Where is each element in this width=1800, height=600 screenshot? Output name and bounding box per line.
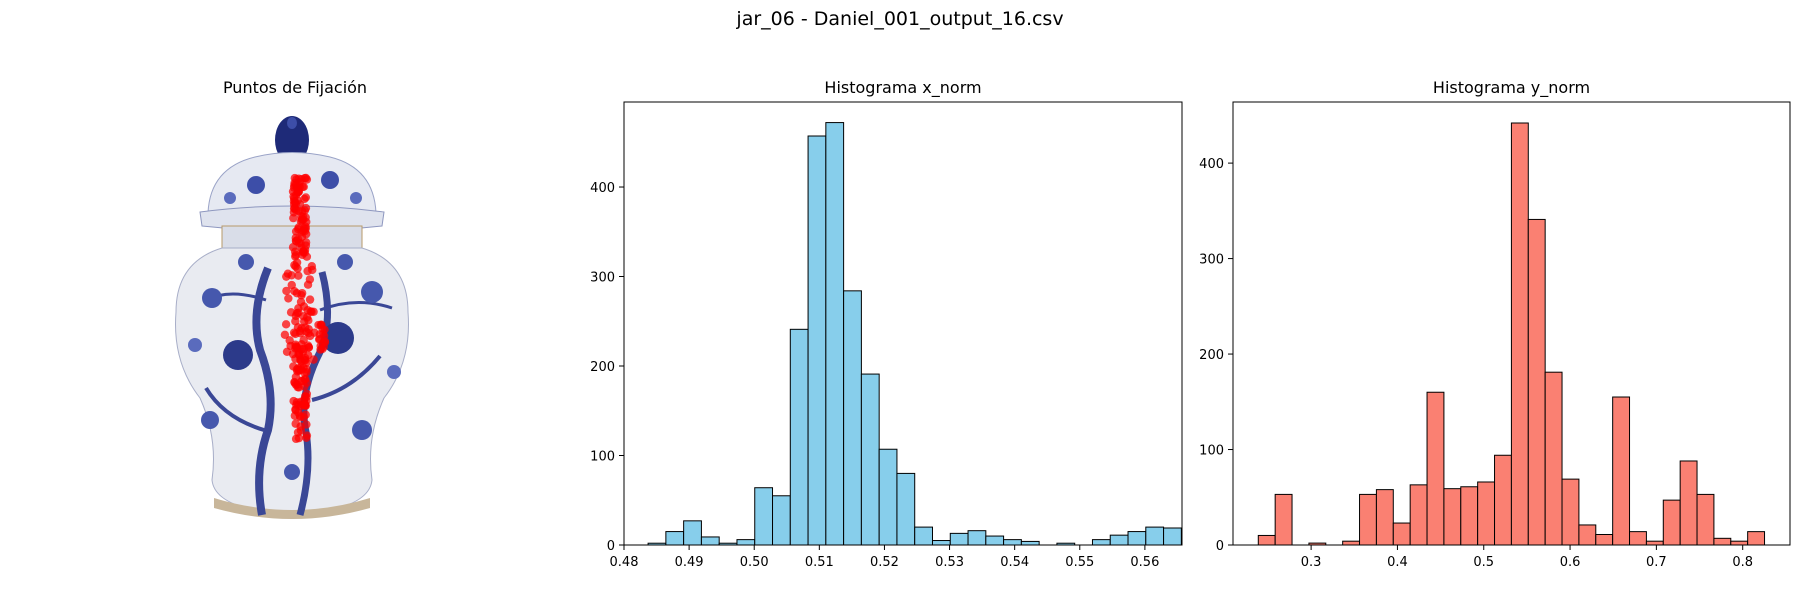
histogram-y-bar (1662, 499, 1681, 546)
histogram-y-bar (1477, 481, 1496, 546)
histogram-x-bars (647, 122, 1182, 546)
histogram-y-ytick-label: 100 (1199, 444, 1224, 459)
histogram-y-bar (1713, 537, 1732, 546)
histogram-y-bar (1679, 460, 1698, 546)
histogram-y-bar (1510, 122, 1529, 546)
histogram-y-bar (1527, 218, 1546, 546)
histogram-x-ytick-label: 100 (590, 450, 615, 465)
histogram-y-bar (1494, 454, 1512, 546)
histogram-y-xaxis: 0.3 0.4 0.5 0.6 0.7 0.8 (1301, 545, 1753, 570)
histogram-y-bar (1443, 488, 1462, 546)
histogram-y-ytick-label: 200 (1199, 348, 1224, 363)
histogram-y-xtick-label: 0.8 (1732, 555, 1753, 570)
histogram-y-xtick-label: 0.4 (1387, 555, 1408, 570)
histogram-x-xtick-label: 0.51 (805, 555, 834, 570)
histogram-y-frame (1232, 101, 1791, 546)
histogram-y-bar (1257, 534, 1276, 546)
histogram-y-bar (1730, 540, 1749, 546)
histogram-y-bar (1578, 524, 1597, 546)
histogram-y-bars (1257, 122, 1766, 546)
histogram-x-ytick-label: 300 (590, 271, 615, 286)
histogram-x-xtick-label: 0.52 (870, 555, 899, 570)
histogram-y-bar (1629, 531, 1647, 546)
histogram-y-xtick-label: 0.5 (1473, 555, 1494, 570)
image-panel-title: Puntos de Fijación (222, 78, 368, 97)
histogram-y-bar (1544, 371, 1563, 546)
histogram-x-xaxis: 0.48 0.49 0.50 0.51 0.52 0.53 0.54 0.55 0.56 (610, 545, 1159, 570)
histogram-y-bar (1359, 493, 1377, 546)
histogram-x-xtick-label: 0.56 (1130, 555, 1159, 570)
histogram-y-title: Histograma y_norm (1432, 78, 1591, 97)
histogram-y-xtick-label: 0.6 (1560, 555, 1581, 570)
histogram-x-xtick-label: 0.55 (1065, 555, 1094, 570)
histogram-y-ytick-label: 300 (1199, 253, 1224, 268)
histogram-x-ytick-label: 0 (607, 539, 615, 554)
histogram-y-bar (1696, 493, 1715, 546)
histogram-x-title: Histograma x_norm (824, 78, 982, 97)
histogram-x-xtick-label: 0.50 (740, 555, 769, 570)
histogram-y-yaxis: 0 100 200 300 400 (1199, 157, 1233, 554)
histogram-y-bar (1274, 493, 1293, 546)
histogram-x-xtick-label: 0.53 (935, 555, 964, 570)
histogram-y-xtick-label: 0.3 (1301, 555, 1322, 570)
histogram-y-bar (1460, 486, 1479, 546)
histogram-y-bar (1409, 484, 1428, 546)
histogram-y-bar (1595, 533, 1614, 546)
histogram-x-frame (623, 101, 1183, 546)
histogram-x-ytick-label: 200 (590, 360, 615, 375)
histogram-y-bar (1392, 522, 1411, 546)
histogram-y-ytick-label: 400 (1199, 157, 1224, 172)
histogram-y-xtick-label: 0.7 (1646, 555, 1667, 570)
histogram-y-bar (1612, 396, 1631, 546)
histogram-y-bar (1561, 478, 1580, 546)
histogram-x-xtick-label: 0.54 (1000, 555, 1029, 570)
histogram-y-ytick-label: 0 (1216, 539, 1224, 554)
histogram-x-ytick-label: 400 (590, 181, 615, 196)
histogram-x-xtick-label: 0.49 (675, 555, 704, 570)
histogram-y-bar (1645, 540, 1664, 546)
histogram-x-yaxis: 0 100 200 300 400 (590, 181, 624, 554)
histogram-x-xtick-label: 0.48 (610, 555, 639, 570)
histogram-y-bar (1342, 540, 1361, 546)
histogram-y-bar (1375, 489, 1394, 546)
histogram-y-bar (1426, 391, 1445, 546)
figure-suptitle: jar_06 - Daniel_001_output_16.csv (736, 8, 1064, 30)
histogram-y-bar (1747, 531, 1766, 546)
